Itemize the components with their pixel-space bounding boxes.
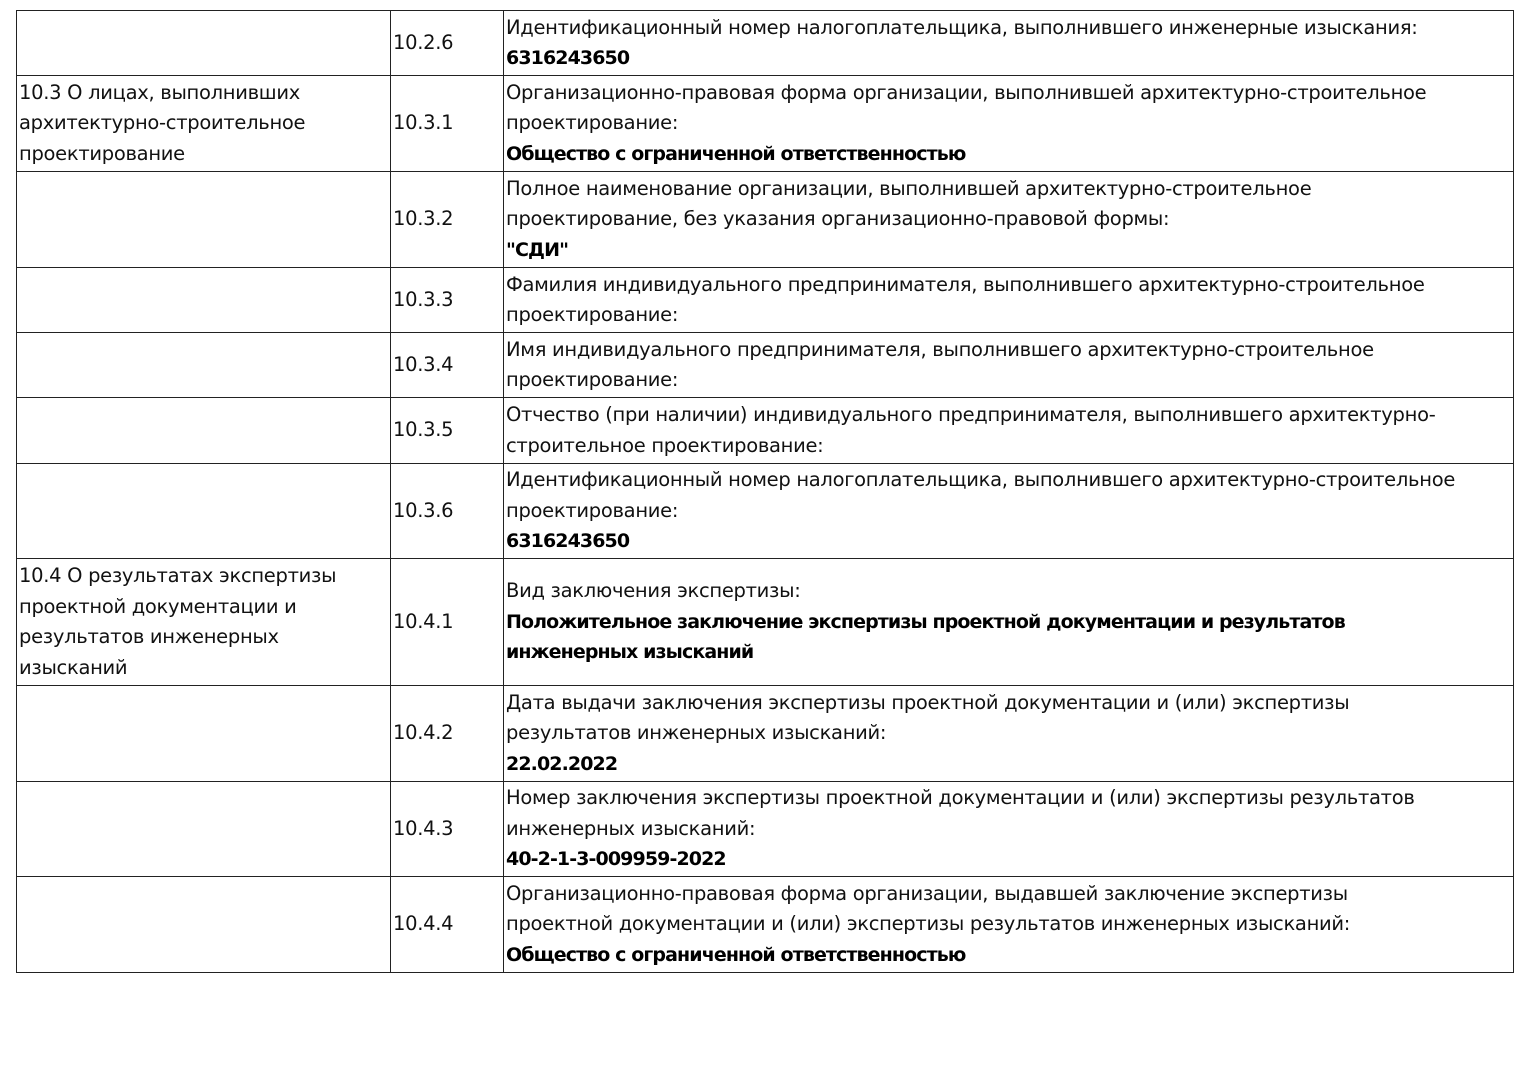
item-code: 10.4.3 [390, 781, 504, 877]
item-content: Идентификационный номер налогоплательщик… [503, 10, 1514, 76]
section-cell: 10.3 О лицах, выполнивших архитектурно-ст… [16, 75, 391, 172]
item-content: Полное наименование организации, выполни… [503, 171, 1514, 268]
section-cell [16, 685, 391, 782]
section-title-line: результатов инженерных [19, 625, 279, 648]
table-row: 10.3.2 Полное наименование организации, в… [16, 171, 1514, 268]
item-value: 22.02.2022 [506, 752, 618, 775]
table-row: 10.3.3 Фамилия индивидуального предприним… [16, 267, 1514, 333]
item-label-line: проектирование: [506, 498, 679, 522]
item-value: 6316243650 [506, 47, 630, 69]
table-row: 10.3.4 Имя индивидуального предпринимател… [16, 332, 1514, 398]
section-title-line: 10.3 О лицах, выполнивших [19, 80, 300, 104]
section-title-line: изысканий [19, 655, 128, 679]
section-cell [16, 781, 391, 877]
item-code: 10.4.2 [390, 685, 504, 782]
item-value: Общество с ограниченной ответственностью [506, 943, 966, 966]
item-label-line: Имя индивидуального предпринимателя, вып… [506, 337, 1374, 361]
item-label-line: Полное наименование организации, выполни… [506, 176, 1312, 200]
section-cell [16, 10, 391, 76]
section-title-line: архитектурно-строительное [19, 111, 306, 135]
table-row: 10.3 О лицах, выполнивших архитектурно-ст… [16, 75, 1514, 172]
item-code: 10.3.1 [390, 75, 504, 172]
table-row: 10.4.4 Организационно-правовая форма орга… [16, 876, 1514, 973]
item-label-line: Вид заключения экспертизы: [506, 579, 801, 603]
item-content: Организационно-правовая форма организаци… [503, 876, 1514, 973]
item-value: инженерных изысканий [506, 641, 754, 664]
item-content: Организационно-правовая форма организаци… [503, 75, 1514, 172]
item-label-line: инженерных изысканий: [506, 816, 756, 840]
table-row: 10.3.6 Идентификационный номер налогоплат… [16, 463, 1514, 559]
table-row: 10.4.3 Номер заключения экспертизы проект… [16, 781, 1514, 877]
item-label-line: проектирование, без указания организацио… [506, 207, 1170, 231]
item-label-line: проектирование: [506, 111, 679, 135]
table-row: 10.4 О результатах экспертизы проектной д… [16, 558, 1514, 686]
item-label-line: строительное проектирование: [506, 433, 824, 457]
item-code: 10.3.2 [390, 171, 504, 268]
section-title-line: 10.4 О результатах экспертизы [19, 564, 337, 587]
item-content: Дата выдачи заключения экспертизы проект… [503, 685, 1514, 782]
item-value: Положительное заключение экспертизы прое… [506, 610, 1346, 633]
item-label-line: Фамилия индивидуального предпринимателя,… [506, 272, 1425, 296]
item-code: 10.4.4 [390, 876, 504, 973]
item-label-line: Организационно-правовая форма организаци… [506, 80, 1427, 104]
item-content: Имя индивидуального предпринимателя, вып… [503, 332, 1514, 398]
section-cell [16, 397, 391, 464]
section-cell [16, 267, 391, 333]
item-label-line: Идентификационный номер налогоплательщик… [506, 468, 1456, 492]
section-cell: 10.4 О результатах экспертизы проектной д… [16, 558, 391, 686]
item-code: 10.2.6 [390, 10, 504, 76]
item-label-line: Организационно-правовая форма организаци… [506, 881, 1348, 905]
item-label-line: Идентификационный номер налогоплательщик… [506, 15, 1418, 39]
item-label-line: Дата выдачи заключения экспертизы проект… [506, 690, 1350, 714]
item-content: Вид заключения экспертизы: Положительное … [503, 558, 1514, 686]
item-code: 10.3.6 [390, 463, 504, 559]
section-title-line: проектирование [19, 141, 185, 165]
item-code: 10.3.4 [390, 332, 504, 398]
item-code: 10.3.5 [390, 397, 504, 464]
item-content: Идентификационный номер налогоплательщик… [503, 463, 1514, 559]
table-row: 10.4.2 Дата выдачи заключения экспертизы … [16, 685, 1514, 782]
item-value: 40-2-1-3-009959-2022 [506, 848, 727, 871]
item-code: 10.3.3 [390, 267, 504, 333]
item-label-line: Отчество (при наличии) индивидуального п… [506, 403, 1436, 426]
item-label-line: результатов инженерных изысканий: [506, 721, 887, 745]
table-row: 10.2.6 Идентификационный номер налогоплат… [16, 10, 1514, 76]
item-label-line: проектирование: [506, 303, 679, 326]
section-cell [16, 463, 391, 559]
item-label-line: Номер заключения экспертизы проектной до… [506, 786, 1415, 810]
table-row: 10.3.5 Отчество (при наличии) индивидуаль… [16, 397, 1514, 464]
section-cell [16, 332, 391, 398]
document-table: 10.2.6 Идентификационный номер налогоплат… [16, 10, 1514, 973]
item-label-line: проектной документации и (или) экспертиз… [506, 912, 1351, 936]
item-value: "СДИ" [506, 238, 569, 261]
item-content: Номер заключения экспертизы проектной до… [503, 781, 1514, 877]
item-value: 6316243650 [506, 530, 630, 553]
section-cell [16, 876, 391, 973]
section-cell [16, 171, 391, 268]
item-code: 10.4.1 [390, 558, 504, 686]
section-title-line: проектной документации и [19, 594, 297, 618]
item-value: Общество с ограниченной ответственностью [506, 142, 966, 165]
item-content: Отчество (при наличии) индивидуального п… [503, 397, 1514, 464]
item-content: Фамилия индивидуального предпринимателя,… [503, 267, 1514, 333]
item-label-line: проектирование: [506, 368, 679, 391]
